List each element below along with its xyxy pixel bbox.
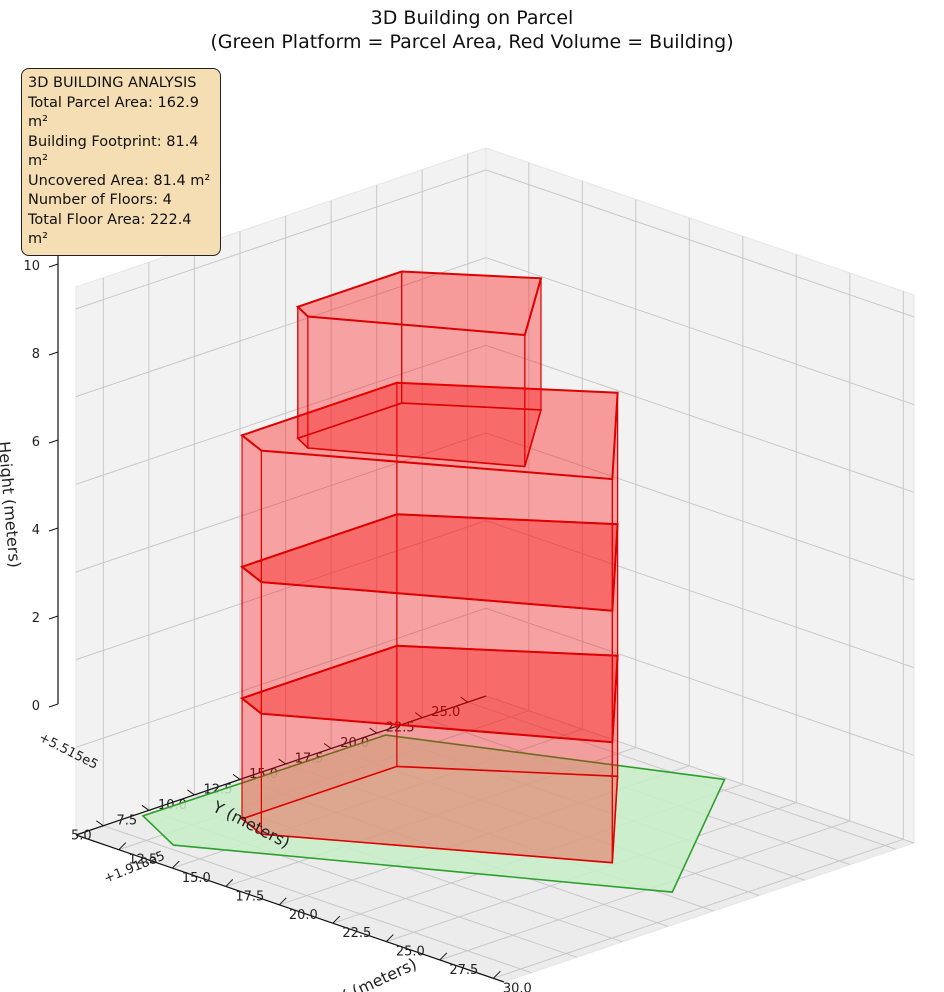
x-tick-label: 30.0	[503, 981, 532, 992]
analysis-line: Building Footprint: 81.4 m²	[28, 133, 199, 170]
y-tick-mark	[369, 727, 377, 734]
z-tick-label: 2	[32, 611, 40, 626]
grid-line-z	[75, 607, 915, 756]
z-tick-label: 4	[32, 523, 40, 538]
x-tick-mark	[171, 860, 180, 869]
z-tick-mark	[48, 615, 59, 620]
floor-3	[239, 381, 619, 612]
z-tick-mark	[48, 703, 59, 708]
grid-line-z	[75, 344, 915, 493]
z-tick-label: 0	[32, 699, 40, 714]
grid-line-z	[75, 257, 915, 406]
floor-bottom	[240, 765, 619, 864]
x-tick-label: 15.0	[182, 871, 211, 886]
floor-bottom	[296, 402, 543, 468]
y-tick-mark	[414, 712, 423, 719]
floor-bottom	[240, 513, 619, 612]
y-tick-mark	[278, 758, 286, 765]
x-tick-mark	[492, 970, 501, 979]
y-tick-mark	[141, 804, 150, 811]
x-tick-label: 20.0	[289, 908, 318, 923]
y-tick-mark	[460, 696, 469, 703]
chart-title: 3D Building on Parcel (Green Platform = …	[0, 6, 944, 54]
y-tick-mark	[96, 820, 104, 827]
y-tick-label: 25.0	[431, 705, 460, 720]
z-tick-mark	[48, 263, 59, 268]
analysis-line: Total Parcel Area: 162.9 m²	[28, 94, 199, 131]
floor-top	[295, 270, 543, 337]
chart-title-line1: 3D Building on Parcel	[370, 7, 574, 29]
floor-4	[295, 270, 543, 468]
z-tick-label: 8	[32, 347, 40, 362]
y-tick-label: 5.0	[71, 829, 92, 844]
analysis-title: 3D BUILDING ANALYSIS	[28, 75, 197, 91]
x-axis-line	[75, 834, 505, 983]
x-tick-label: 17.5	[235, 889, 264, 904]
z-tick-mark	[48, 527, 59, 532]
z-tick-mark	[48, 351, 59, 356]
grid-line-z	[75, 520, 915, 669]
y-tick-label: 7.5	[117, 813, 138, 828]
x-tick-label: 22.5	[342, 926, 371, 941]
y-tick-mark	[323, 743, 332, 749]
y-tick-mark	[187, 789, 195, 796]
x-tick-label: 27.5	[449, 963, 478, 978]
chart-title-line2: (Green Platform = Parcel Area, Red Volum…	[210, 31, 734, 53]
x-tick-mark	[385, 934, 394, 942]
analysis-line: Uncovered Area: 81.4 m²	[28, 172, 211, 189]
y-axis-line	[75, 695, 487, 836]
floor-top	[239, 381, 619, 481]
y-tick-mark	[232, 773, 241, 780]
x-tick-label: 25.0	[396, 945, 425, 960]
floor-bottom	[240, 644, 619, 744]
z-tick-label: 6	[32, 435, 40, 450]
building-scene	[141, 270, 726, 893]
floor-1	[239, 644, 619, 864]
analysis-line: Number of Floors: 4	[28, 192, 172, 208]
x-tick-mark	[118, 842, 127, 851]
z-axis-label: Height (meters)	[0, 440, 24, 568]
x-tick-mark	[225, 879, 234, 887]
x-axis-label: X (meters)	[335, 954, 420, 992]
z-tick-label: 10	[23, 259, 40, 274]
analysis-box: 3D BUILDING ANALYSIS Total Parcel Area: …	[21, 68, 221, 256]
grid-line-z	[75, 169, 915, 318]
x-tick-mark	[439, 952, 448, 961]
z-tick-mark	[48, 439, 59, 444]
x-tick-mark	[278, 897, 287, 906]
x-tick-mark	[332, 915, 341, 924]
x-tick-label: 12.5	[128, 853, 157, 868]
analysis-line: Total Floor Area: 222.4 m²	[28, 211, 192, 248]
grid-line-z	[75, 432, 915, 581]
